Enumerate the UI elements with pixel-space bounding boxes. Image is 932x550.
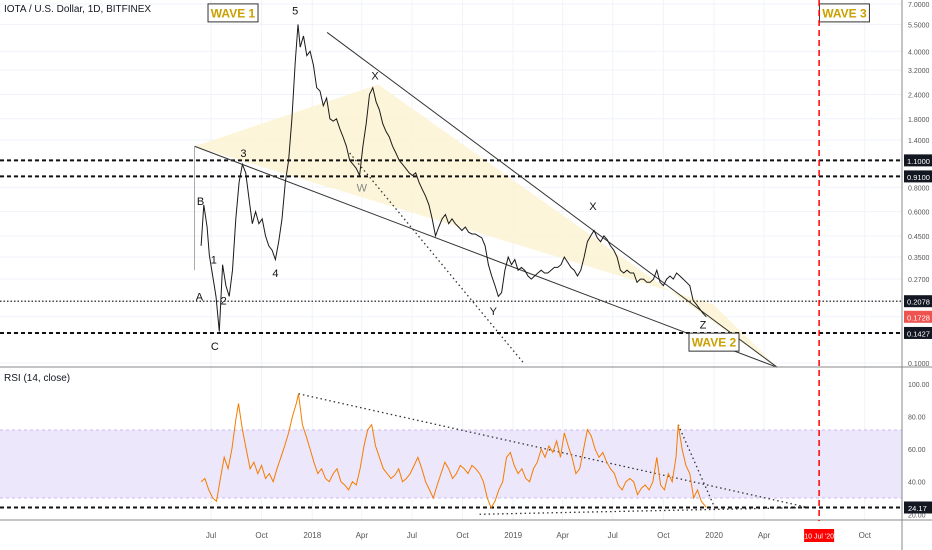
wave-point-label: 1 [211,255,217,267]
horizontal-levels [0,159,902,509]
price-axis-label: 0.1427 [907,329,930,338]
time-axis-tick: Apr [556,531,569,540]
wave-point-label: A [196,291,204,303]
wave-point-label: Z [700,319,707,331]
price-axis-tick: 0.1000 [908,361,930,368]
price-axis-tick: 0.3500 [908,255,930,262]
time-axis-tick: Jul [407,531,417,540]
rsi-band [0,430,902,498]
wave-label-text: WAVE 1 [211,6,256,20]
wave-point-label: B [197,196,204,208]
wave-labels: WAVE 1 WAVE 3 WAVE 2 [207,3,870,352]
time-axis-tick: Oct [859,531,872,540]
date-marker-label: 10 Jul '20 [804,529,835,542]
wave-label-box [207,3,259,23]
price-axis-tick: 4.0000 [908,49,930,56]
rsi-title: RSI (14, close) [4,373,70,384]
price-axis-tick: 0.4500 [908,234,930,241]
price-axis-tick: 5.5000 [908,22,930,29]
rsi-axis-tick: 60.00 [908,447,926,454]
date-marker-bg [804,529,835,542]
price-axis-label: 0.2078 [907,298,930,307]
wave-label-box [688,332,740,352]
rsi-axis-label-bg [904,501,932,514]
wave-point-label: 4 [272,268,278,280]
time-axis-tick: Jul [608,531,618,540]
wave-label-text: WAVE 3 [822,6,867,20]
rsi-axis-label: 24.17 [908,504,927,513]
price-line [200,24,707,332]
time-axis-tick: Oct [456,531,469,540]
wy-dotted-trendline [349,152,525,364]
lower-trendline [194,145,778,368]
time-axis-tick: Oct [657,531,670,540]
time-axis-tick: 2019 [504,531,522,540]
price-axis[interactable]: 7.0000 5.5000 4.0000 3.2000 2.4000 1.8000 1.40… [904,2,932,368]
rsi-axis-tick: 20.00 [908,512,926,519]
wave-label-text: WAVE 2 [692,336,737,350]
price-axis-label-bg [904,326,932,339]
rsi-axis-tick: 40.00 [908,480,926,487]
price-axis-tick: 1.8000 [908,117,930,124]
price-axis-tick: 0.6000 [908,210,930,217]
price-axis-label-bg [904,310,932,323]
price-axis-label-bg [904,170,932,183]
price-axis-label: 0.9100 [907,173,930,182]
wave-point-label: 2 [221,295,227,307]
wave-point-label: C [211,341,219,353]
rsi-axis-tick: 100.00 [908,382,930,389]
wave-point-label: X [371,71,379,83]
time-axis-tick: 2020 [705,531,723,540]
price-axis-label: 1.1000 [907,157,930,166]
price-axis-tick: 3.2000 [908,68,930,75]
time-axis-tick: Apr [758,531,771,540]
time-axis[interactable]: Jul Oct 2018 Apr Jul Oct 2019 Apr Jul Oct 2020 Apr O… [206,531,872,540]
wave-point-label: W [357,182,368,194]
wave-point-label: X [589,201,597,213]
price-axis-tick: 0.8000 [908,185,930,192]
date-marker-text: 10 Jul '20 [804,534,834,541]
rsi-line [200,393,707,509]
price-axis-tick: 0.2700 [908,277,930,284]
wave-point-label: 3 [240,148,246,160]
price-axis-tick: 7.0000 [908,2,930,9]
price-axis-label-bg [904,154,932,167]
time-axis-tick: Jul [206,531,216,540]
wave-point-label: 5 [292,5,298,17]
rsi-lower-trendline [479,506,809,515]
price-axis-tick: 2.4000 [908,92,930,99]
triangle-fill [194,84,778,368]
wave-point-labels: A B 1 2 C 3 4 5 X W Y X Z [196,5,707,353]
time-axis-tick: 2018 [303,531,321,540]
wave-point-label: Y [490,306,498,318]
price-axis-tick: 1.4000 [908,138,930,145]
time-axis-tick: Apr [356,531,369,540]
price-axis-label-bg [904,295,932,308]
price-axis-label: 0.1728 [907,313,930,322]
rsi-axis-tick: 80.00 [908,415,926,422]
time-axis-tick: Oct [255,531,268,540]
chart-title: IOTA / U.S. Dollar, 1D, BITFINEX [4,4,151,15]
